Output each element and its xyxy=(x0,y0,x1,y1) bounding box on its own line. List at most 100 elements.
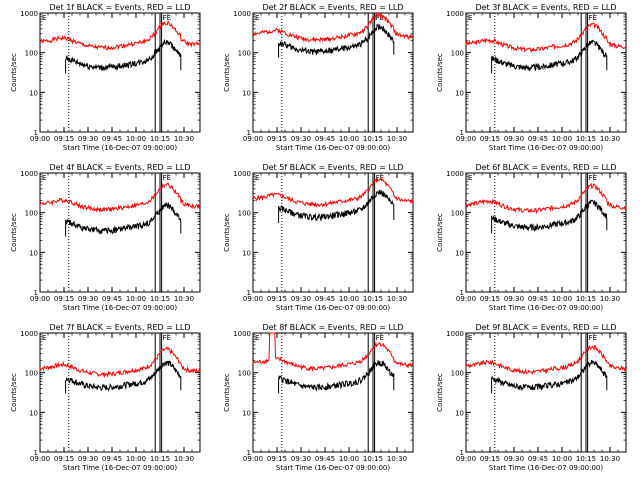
x-tick-label: 09:00 xyxy=(456,455,476,463)
chart-title: Det 7f BLACK = Events, RED = LLD xyxy=(49,323,190,332)
x-tick-label: 09:15 xyxy=(267,135,287,143)
series-line-events xyxy=(491,199,608,234)
chart-title: Det 1f BLACK = Events, RED = LLD xyxy=(49,3,190,12)
x-axis-label: Start Time (16-Dec-07 09:00:00) xyxy=(489,464,603,472)
x-axis-label: Start Time (16-Dec-07 09:00:00) xyxy=(63,144,177,152)
x-tick-label: 09:45 xyxy=(102,295,122,303)
marker-label-left: E xyxy=(42,14,46,22)
marker-label-left: E xyxy=(42,174,46,182)
x-axis-label: Start Time (16-Dec-07 09:00:00) xyxy=(276,464,390,472)
y-tick-label: 1 xyxy=(460,129,464,137)
y-axis-label: Counts/sec xyxy=(10,213,18,252)
series-line-events xyxy=(65,360,182,394)
series-line-events xyxy=(65,201,182,237)
y-tick-label: 100 xyxy=(25,370,38,378)
chart-title: Det 8f BLACK = Events, RED = LLD xyxy=(262,323,403,332)
plot-frame xyxy=(465,12,627,133)
x-tick-label: 10:15 xyxy=(363,295,383,303)
marker-label-right: FE xyxy=(376,174,384,182)
y-axis-label: Counts/sec xyxy=(223,213,231,252)
y-tick-label: 1 xyxy=(34,449,38,457)
y-tick-label: 1 xyxy=(34,289,38,297)
series-line-events xyxy=(278,189,395,223)
x-axis-label: Start Time (16-Dec-07 09:00:00) xyxy=(276,304,390,312)
marker-label-left: E xyxy=(468,14,472,22)
y-tick-label: 1000 xyxy=(20,10,38,18)
x-tick-label: 10:15 xyxy=(576,295,596,303)
series-line-events xyxy=(278,359,395,394)
marker-label-right: FE xyxy=(376,334,384,342)
x-tick-label: 10:00 xyxy=(339,135,359,143)
x-tick-label: 10:00 xyxy=(126,295,146,303)
marker-label-right: FE xyxy=(589,14,597,22)
chart-title: Det 5f BLACK = Events, RED = LLD xyxy=(262,163,403,172)
plot-frame xyxy=(39,332,201,453)
series-line-lld xyxy=(465,182,627,215)
chart-panel-8: Det 8f BLACK = Events, RED = LLD 1 10 100 10… xyxy=(223,323,414,472)
x-tick-label: 10:30 xyxy=(600,295,620,303)
x-tick-label: 09:30 xyxy=(291,135,311,143)
y-axis-label: Counts/sec xyxy=(223,53,231,92)
x-tick-label: 10:30 xyxy=(174,135,194,143)
marker-label-right: FE xyxy=(163,334,171,342)
x-tick-label: 09:30 xyxy=(291,455,311,463)
y-tick-label: 100 xyxy=(25,210,38,218)
plot-frame xyxy=(39,172,201,293)
marker-label-left: E xyxy=(255,334,259,342)
x-tick-label: 10:30 xyxy=(174,455,194,463)
chart-title: Det 6f BLACK = Events, RED = LLD xyxy=(475,163,616,172)
x-tick-label: 09:00 xyxy=(456,135,476,143)
chart-panel-4: Det 4f BLACK = Events, RED = LLD 1 10 100 10… xyxy=(10,163,201,312)
chart-panel-2: Det 2f BLACK = Events, RED = LLD 1 10 100 10… xyxy=(223,3,414,152)
chart-title: Det 4f BLACK = Events, RED = LLD xyxy=(49,163,190,172)
x-tick-label: 09:00 xyxy=(30,295,50,303)
x-tick-label: 10:00 xyxy=(552,295,572,303)
marker-label-left: E xyxy=(42,334,46,342)
x-tick-label: 10:15 xyxy=(363,455,383,463)
x-tick-label: 09:30 xyxy=(78,295,98,303)
y-tick-label: 1 xyxy=(460,289,464,297)
x-tick-label: 09:30 xyxy=(504,135,524,143)
x-axis-label: Start Time (16-Dec-07 09:00:00) xyxy=(489,144,603,152)
y-tick-label: 1 xyxy=(247,449,251,457)
y-tick-label: 10 xyxy=(455,89,464,97)
series-line-lld xyxy=(252,176,414,208)
plot-frame xyxy=(252,172,414,293)
y-axis-label: Counts/sec xyxy=(10,373,18,412)
x-tick-label: 09:30 xyxy=(504,455,524,463)
x-tick-label: 09:45 xyxy=(102,135,122,143)
plot-frame xyxy=(465,332,627,453)
y-tick-label: 1 xyxy=(247,289,251,297)
marker-label-left: E xyxy=(255,174,259,182)
marker-label-right: FE xyxy=(163,174,171,182)
x-tick-label: 09:30 xyxy=(504,295,524,303)
y-tick-label: 1000 xyxy=(233,170,251,178)
x-axis-label: Start Time (16-Dec-07 09:00:00) xyxy=(63,304,177,312)
x-tick-label: 09:30 xyxy=(78,135,98,143)
series-line-lld xyxy=(465,344,627,376)
chart-panel-3: Det 3f BLACK = Events, RED = LLD 1 10 100 10… xyxy=(436,3,627,152)
chart-panel-5: Det 5f BLACK = Events, RED = LLD 1 10 100 10… xyxy=(223,163,414,312)
x-tick-label: 09:00 xyxy=(243,135,263,143)
x-axis-label: Start Time (16-Dec-07 09:00:00) xyxy=(63,464,177,472)
marker-label-right: FE xyxy=(589,174,597,182)
y-tick-label: 1 xyxy=(460,449,464,457)
x-tick-label: 09:15 xyxy=(54,455,74,463)
x-tick-label: 09:15 xyxy=(54,295,74,303)
marker-label-left: E xyxy=(468,334,472,342)
y-tick-label: 100 xyxy=(238,50,251,58)
series-line-lld xyxy=(39,182,201,213)
x-tick-label: 10:15 xyxy=(150,295,170,303)
chart-panel-6: Det 6f BLACK = Events, RED = LLD 1 10 100 10… xyxy=(436,163,627,312)
marker-label-left: E xyxy=(255,14,259,22)
marker-label-left: E xyxy=(468,174,472,182)
x-tick-label: 10:00 xyxy=(339,295,359,303)
x-tick-label: 09:45 xyxy=(528,135,548,143)
y-tick-label: 1 xyxy=(34,129,38,137)
x-tick-label: 09:30 xyxy=(291,295,311,303)
y-axis-label: Counts/sec xyxy=(10,53,18,92)
x-tick-label: 09:15 xyxy=(54,135,74,143)
x-tick-label: 09:45 xyxy=(528,295,548,303)
x-tick-label: 09:15 xyxy=(480,295,500,303)
